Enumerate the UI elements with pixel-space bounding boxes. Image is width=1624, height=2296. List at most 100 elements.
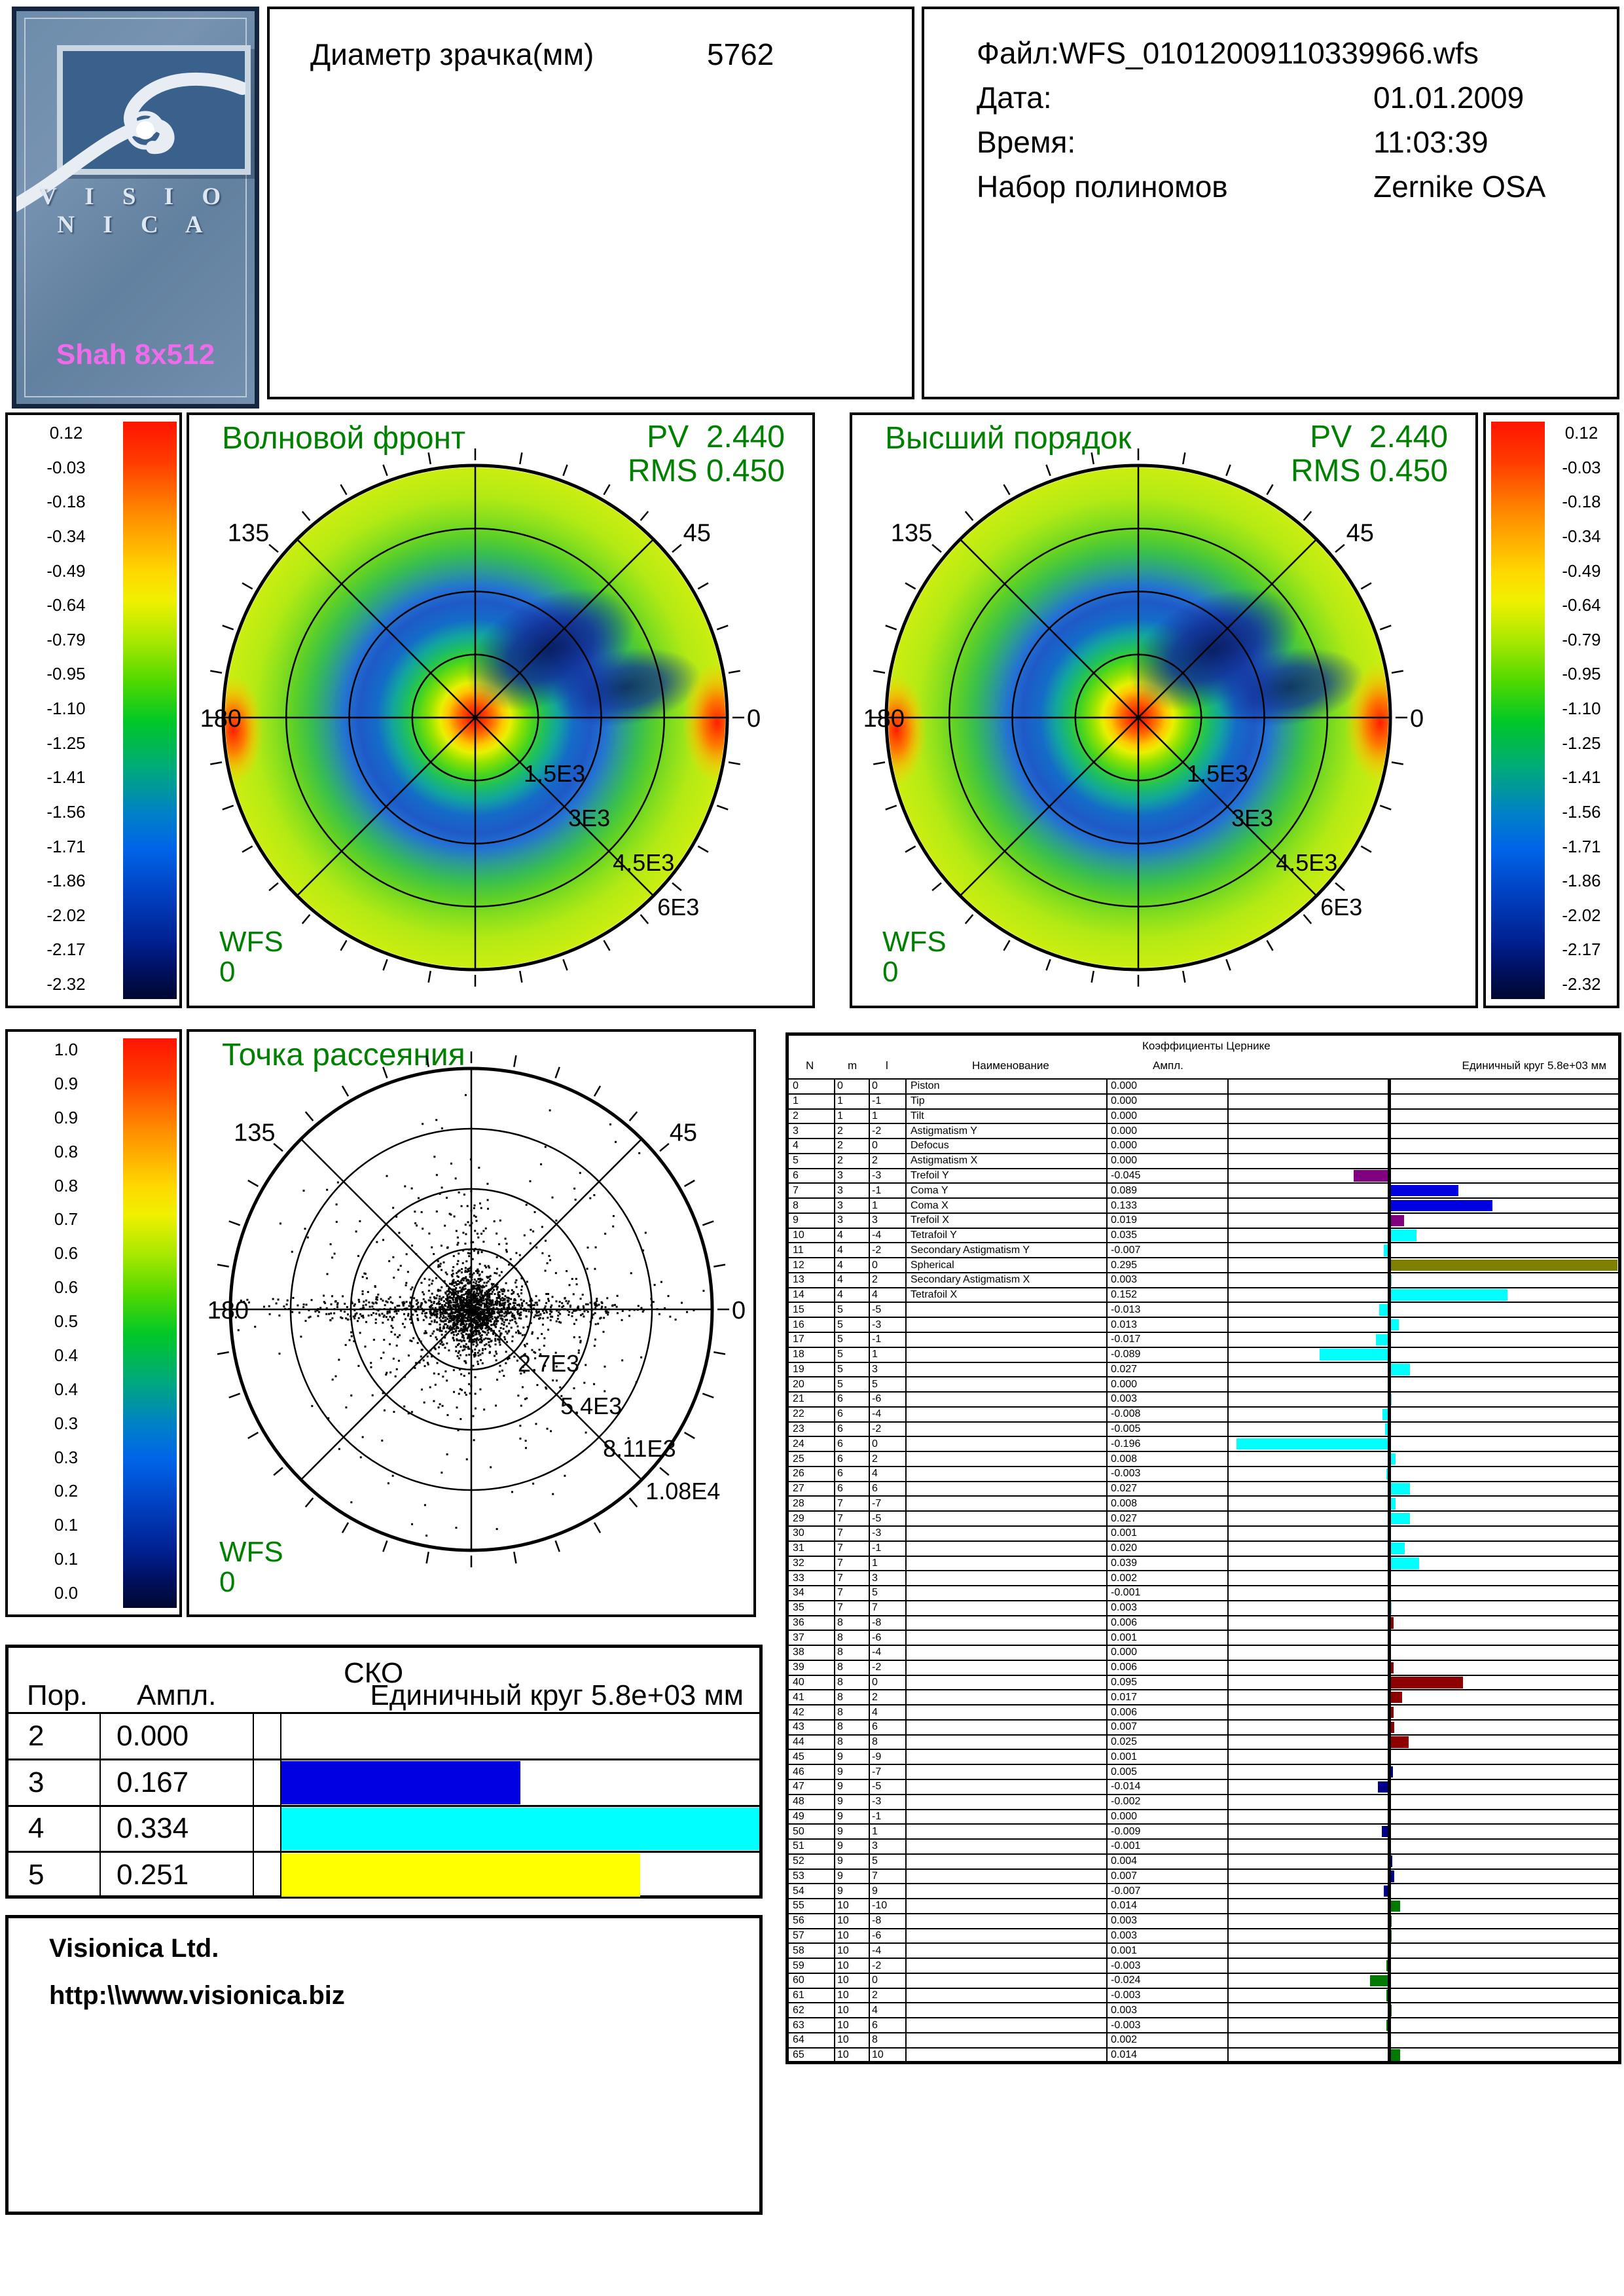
zernike-cell: 8 [837,1647,843,1658]
zernike-row: 10 4 -4 Tetrafoil Y 0.035 [789,1229,1618,1244]
zernike-bar [1389,1230,1416,1241]
zernike-row: 46 9 -7 0.005 [789,1765,1618,1780]
colorbar-tick-label: -1.56 [1562,801,1601,822]
zernike-bar [1354,1170,1389,1182]
zernike-bar [1236,1438,1389,1450]
zernike-cell: 0.027 [1111,1363,1138,1375]
ring-label: 1.5E3 [524,760,585,787]
colorbar-tick-label: -2.02 [46,905,86,925]
angle-label: 45 [670,1119,697,1146]
sko-unit-label: Единичный круг 5.8e+03 мм [370,1679,744,1711]
zernike-cell: 10 [837,1959,849,1971]
colorbar-tick-label: -1.41 [1562,767,1601,788]
zernike-bar [1389,1199,1493,1212]
angle-label: 0 [732,1297,746,1324]
zernike-cell: 0.003 [1111,1274,1138,1286]
zernike-cell: 6 [837,1453,843,1465]
zernike-cell: Tetrafoil X [911,1289,958,1301]
zernike-cell: 51 [793,1840,804,1852]
zernike-cell: -0.001 [1111,1840,1141,1852]
zernike-cell: -0.024 [1111,1975,1141,1986]
colorbar-left-gradient [123,422,177,999]
zernike-cell: 3 [837,1169,843,1181]
zernike-cell: 10 [837,1990,849,2001]
zernike-cell: 8 [872,2034,878,2046]
time-value: 11:03:39 [1373,125,1489,159]
zernike-cell: -0.013 [1111,1303,1141,1315]
zernike-cell: 0.000 [1111,1155,1138,1167]
zernike-cell: 2 [837,1140,843,1152]
zernike-row: 16 5 -3 0.013 [789,1318,1618,1334]
zernike-row: 44 8 8 0.025 [789,1736,1618,1751]
colorbar-tick-label: -0.34 [46,526,86,546]
colorbar-tick-label: 0.4 [54,1379,79,1399]
zernike-bar [1385,1423,1389,1435]
sko-row: 2 0.000 [9,1714,759,1760]
zernike-bar [1389,1900,1400,1912]
zernike-cell: 10 [837,1975,849,1986]
zernike-bar [1389,1692,1403,1704]
zernike-bar [1389,1542,1405,1554]
zernike-cell: 6 [872,2019,878,2031]
zernike-cell: 10 [837,1930,849,1942]
zernike-bar [1320,1349,1389,1360]
zernike-cell: 6 [793,1169,799,1181]
colorbar-tick-label: -2.17 [46,939,86,960]
colorbar-tick-label: 0.3 [54,1447,79,1467]
zernike-cell: 0.003 [1111,2004,1138,2016]
zernike-cell: 6 [837,1423,843,1434]
zernike-cell: -4 [872,1647,882,1658]
zernike-cell: 8 [837,1721,843,1733]
polynomial-set-label: Набор полиномов [977,170,1228,204]
zernike-cell: 65 [793,2049,804,2061]
sko-title: СКО [344,1657,404,1689]
zernike-row: 0 0 0 Piston 0.000 [789,1080,1618,1095]
sko-bar [281,1760,520,1804]
zernike-cell: 25 [793,1453,804,1465]
zernike-cell: 0.039 [1111,1557,1138,1569]
zernike-cell: 4 [793,1140,799,1152]
zernike-row: 33 7 3 0.002 [789,1571,1618,1587]
zernike-cell: 5 [872,1378,878,1390]
zernike-cell: 0.001 [1111,1631,1138,1643]
zernike-row: 38 8 -4 0.000 [789,1646,1618,1661]
zernike-row: 35 7 7 0.003 [789,1601,1618,1616]
zernike-bar [1389,1214,1404,1226]
angle-label: 45 [683,520,711,547]
zernike-cell: -0.002 [1111,1796,1141,1808]
zernike-cell: 15 [793,1303,804,1315]
zernike-cell: -0.017 [1111,1334,1141,1345]
zernike-cell: 0 [872,1259,878,1271]
zernike-cell: -3 [872,1796,882,1808]
zernike-row: 63 10 6 -0.003 [789,2018,1618,2033]
zernike-bar [1389,1259,1617,1271]
brand-text: V I S I O N I C A [39,183,232,238]
zernike-cell: 0.013 [1111,1319,1138,1330]
zernike-cell: Tilt [911,1110,924,1121]
zernike-cell: Coma Y [911,1184,948,1196]
zernike-grid-line [1106,1078,1108,2061]
zernike-cell: 3 [837,1184,843,1196]
zernike-bar [1389,1453,1396,1465]
zernike-cell: 6 [872,1721,878,1733]
colorbar-wavefront-right: 0.12 -0.03 -0.18 -0.34 -0.49 -0.64 -0.79 -0.95 -… [1483,412,1619,1008]
zernike-col-name: Наименование [972,1059,1049,1072]
zernike-cell: Secondary Astigmatism Y [911,1244,1030,1256]
zernike-cell: 41 [793,1691,804,1703]
zernike-cell: 0.025 [1111,1736,1138,1748]
zernike-cell: -0.045 [1111,1169,1141,1181]
zernike-cell: Piston [911,1080,940,1092]
sko-bar [281,1807,759,1851]
zernike-row: 19 5 3 0.027 [789,1363,1618,1378]
zernike-cell: 6 [837,1468,843,1480]
zernike-cell: 9 [793,1214,799,1226]
zernike-cell: -2 [872,1423,882,1434]
sko-cell: 0.000 [117,1719,189,1752]
zernike-cell: 4 [837,1230,843,1241]
zernike-cell: 6 [837,1408,843,1420]
wavefront-plot-box: Волновой фронт PV 2.440 RMS 0.450 WFS 0 1… [187,412,815,1008]
zernike-grid-line [905,1078,907,2061]
zernike-row: 20 5 5 0.000 [789,1377,1618,1393]
zernike-cell: 0.003 [1111,1393,1138,1405]
